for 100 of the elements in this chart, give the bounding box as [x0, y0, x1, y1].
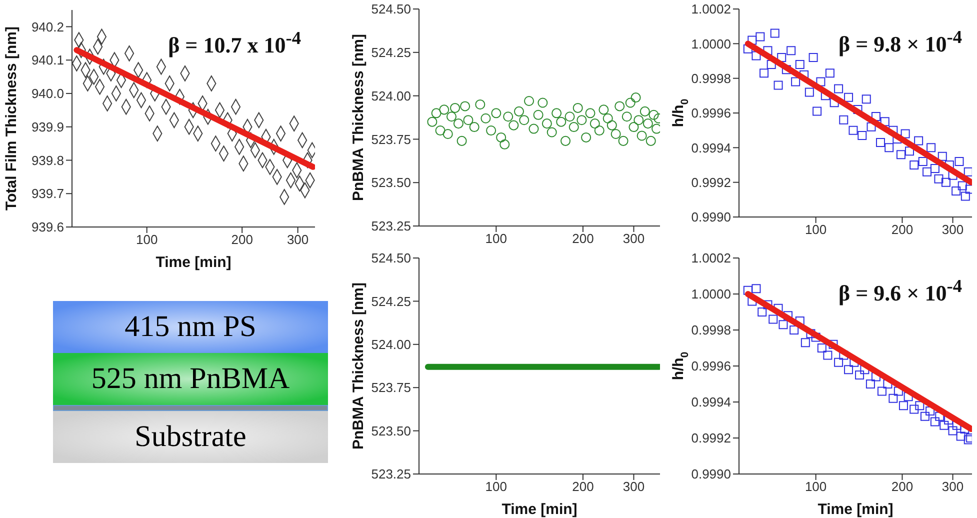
- x-tick-label: 100: [804, 222, 827, 238]
- y-tick-label: 940.0: [31, 86, 64, 102]
- point: [930, 417, 940, 426]
- point: [786, 46, 796, 56]
- y-tick-label: 0.9990: [691, 210, 731, 225]
- y-axis-title: PnBMA Thickness [nm]: [350, 34, 367, 201]
- x-tick-label: 100: [136, 232, 158, 248]
- y-tick-label: 939.7: [31, 186, 64, 202]
- x-tick-label: 200: [231, 232, 253, 248]
- y-tick-label: 940.1: [31, 52, 64, 68]
- annotation: β = 10.7 x 10$^{-4}$: [168, 28, 301, 58]
- point: [790, 326, 799, 334]
- y-tick-label: 940.2: [31, 19, 64, 34]
- annotation: β = 9.8 × 10$^{-4}$: [838, 27, 962, 58]
- point: [774, 80, 783, 90]
- point: [823, 350, 832, 360]
- y-tick-label: 0.9992: [691, 174, 731, 190]
- point: [920, 412, 930, 421]
- y-tick-label: 1.0002: [691, 250, 731, 266]
- y-tick-label: 524.50: [371, 250, 411, 266]
- point: [768, 314, 778, 324]
- y-tick-label: 524.25: [371, 294, 411, 309]
- annotation: β = 9.6 × 10$^{-4}$: [838, 276, 962, 306]
- point: [844, 92, 854, 102]
- x-tick-label: 200: [891, 222, 914, 238]
- layer-stack-diagram: 415 nm PS 525 nm PnBMA Substrate: [53, 301, 328, 463]
- point: [817, 344, 826, 352]
- point: [758, 308, 767, 316]
- x-tick-label: 200: [572, 479, 594, 494]
- point: [910, 404, 919, 414]
- y-tick-label: 939.9: [31, 119, 64, 134]
- point: [844, 365, 854, 374]
- point: [834, 84, 844, 94]
- y-tick-label: 523.25: [371, 466, 411, 482]
- y-tick-label: 523.25: [371, 218, 411, 234]
- y-tick-label: 0.9998: [691, 70, 731, 86]
- point: [825, 68, 834, 78]
- y-tick-label: 0.9996: [691, 358, 731, 374]
- point: [884, 143, 894, 152]
- point: [800, 338, 810, 348]
- y-tick-label: 0.9994: [691, 140, 731, 156]
- point: [922, 167, 932, 176]
- point: [778, 320, 788, 330]
- point: [910, 160, 919, 170]
- x-tick-label: 100: [485, 479, 508, 494]
- y-tick-label: 939.8: [31, 152, 64, 168]
- point: [808, 53, 818, 62]
- x-axis-title: Time [min]: [818, 501, 894, 518]
- y-tick-label: 0.9994: [691, 394, 731, 410]
- point: [752, 284, 761, 294]
- y-tick-label: 1.0000: [691, 36, 731, 52]
- y-tick-label: 1.0002: [691, 2, 731, 17]
- x-tick-label: 300: [622, 231, 645, 246]
- point: [812, 106, 822, 116]
- point: [862, 94, 871, 104]
- point: [918, 157, 928, 166]
- x-axis-title: Time [min]: [156, 254, 232, 271]
- point: [896, 150, 906, 160]
- y-tick-label: 523.75: [371, 132, 411, 147]
- point: [877, 386, 886, 396]
- y-tick-label: 524.00: [371, 88, 411, 104]
- point: [876, 138, 885, 147]
- y-axis-title: PnBMA Thickness [nm]: [350, 282, 367, 450]
- y-tick-label: 524.50: [371, 2, 411, 17]
- point: [804, 88, 814, 97]
- point: [795, 60, 804, 69]
- x-tick-label: 300: [942, 222, 964, 238]
- y-tick-label: 1.0000: [691, 286, 731, 302]
- y-tick-label: 0.9998: [691, 322, 731, 338]
- point: [898, 401, 908, 410]
- y-tick-label: 939.6: [31, 220, 64, 235]
- y-tick-label: 0.9996: [691, 106, 731, 121]
- x-tick-label: 300: [286, 232, 309, 248]
- y-tick-label: 523.50: [371, 423, 411, 438]
- x-tick-label: 300: [942, 479, 964, 494]
- y-tick-label: 524.00: [371, 337, 411, 352]
- point: [914, 136, 924, 146]
- point: [770, 28, 780, 38]
- y-axis-title: Total Film Thickness [nm]: [2, 26, 20, 210]
- x-tick-label: 200: [572, 231, 594, 246]
- x-tick-label: 200: [891, 479, 914, 494]
- point: [915, 401, 924, 410]
- x-tick-label: 100: [804, 479, 827, 494]
- y-tick-label: 0.9990: [691, 466, 731, 482]
- y-tick-label: 523.75: [371, 380, 411, 396]
- point: [834, 358, 844, 367]
- x-tick-label: 100: [485, 231, 508, 246]
- point: [926, 143, 936, 152]
- y-tick-label: 523.50: [371, 175, 411, 190]
- point: [866, 380, 875, 388]
- point: [855, 370, 864, 380]
- point: [858, 131, 867, 140]
- point: [791, 77, 800, 86]
- point: [839, 115, 848, 124]
- point: [848, 126, 858, 135]
- point: [888, 394, 898, 403]
- y-tick-label: 0.9992: [691, 430, 731, 446]
- x-axis-title: Time [min]: [502, 501, 578, 518]
- x-tick-label: 300: [622, 479, 645, 494]
- y-tick-label: 524.25: [371, 45, 411, 60]
